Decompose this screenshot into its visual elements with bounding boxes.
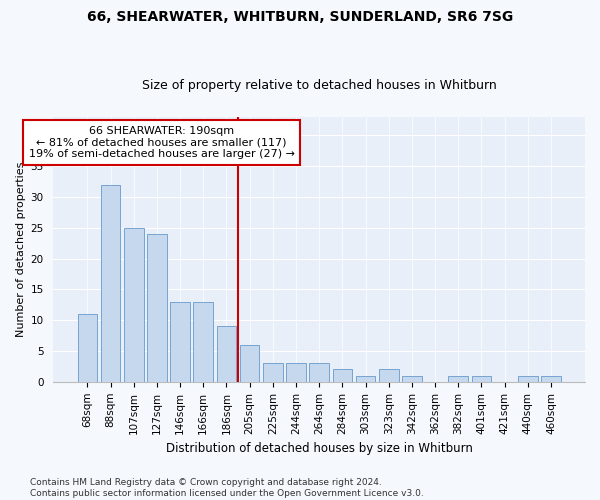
Bar [193,302,213,382]
Title: Size of property relative to detached houses in Whitburn: Size of property relative to detached ho… [142,79,497,92]
Bar [217,326,236,382]
X-axis label: Distribution of detached houses by size in Whitburn: Distribution of detached houses by size … [166,442,473,455]
Text: Contains HM Land Registry data © Crown copyright and database right 2024.
Contai: Contains HM Land Registry data © Crown c… [30,478,424,498]
Bar [518,376,538,382]
Bar [356,376,376,382]
Y-axis label: Number of detached properties: Number of detached properties [16,162,26,337]
Bar [402,376,422,382]
Bar [541,376,561,382]
Bar [170,302,190,382]
Bar [77,314,97,382]
Text: 66, SHEARWATER, WHITBURN, SUNDERLAND, SR6 7SG: 66, SHEARWATER, WHITBURN, SUNDERLAND, SR… [87,10,513,24]
Bar [286,364,306,382]
Bar [147,234,167,382]
Bar [472,376,491,382]
Bar [240,345,259,382]
Bar [124,228,143,382]
Bar [310,364,329,382]
Text: 66 SHEARWATER: 190sqm
← 81% of detached houses are smaller (117)
19% of semi-det: 66 SHEARWATER: 190sqm ← 81% of detached … [29,126,295,159]
Bar [332,370,352,382]
Bar [379,370,398,382]
Bar [263,364,283,382]
Bar [101,184,121,382]
Bar [448,376,468,382]
